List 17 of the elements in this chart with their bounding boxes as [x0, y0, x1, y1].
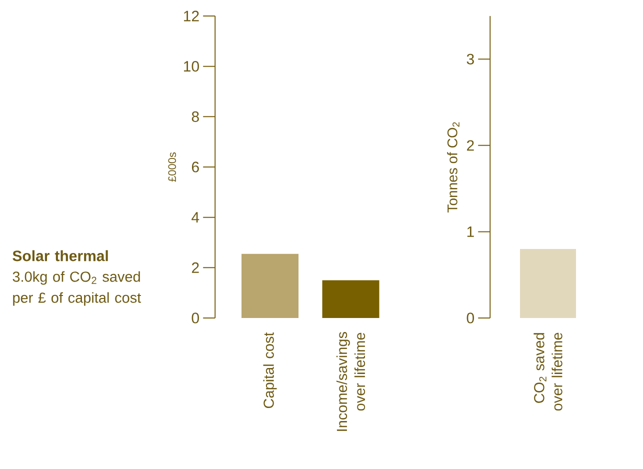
text: 3.0kg of CO$_{2}$ saved per £ of capital cost	[12, 271, 142, 306]
x-tick-label: Income/savings over lifetime	[336, 332, 366, 431]
y-axis-title: Tonnes of CO$_{2}$	[447, 122, 460, 212]
y-tick-label: 1	[467, 226, 474, 237]
y-tick-label: 2	[466, 140, 474, 151]
text: Solar thermal	[12, 250, 108, 262]
y-tick-label: 10	[184, 61, 199, 72]
y-tick-label: 3	[466, 54, 474, 64]
y-axis-title: £000s	[168, 152, 176, 182]
y-tick-label: 0	[466, 312, 474, 324]
x-tick-label: Capital cost	[263, 332, 277, 408]
y-tick-label: 6	[192, 162, 199, 172]
y-tick-label: 8	[192, 111, 199, 122]
y-tick-label: 12	[184, 10, 199, 22]
y-tick-label: 0	[192, 312, 199, 324]
y-tick-label: 2	[192, 262, 199, 273]
y-tick-label: 4	[192, 212, 200, 222]
